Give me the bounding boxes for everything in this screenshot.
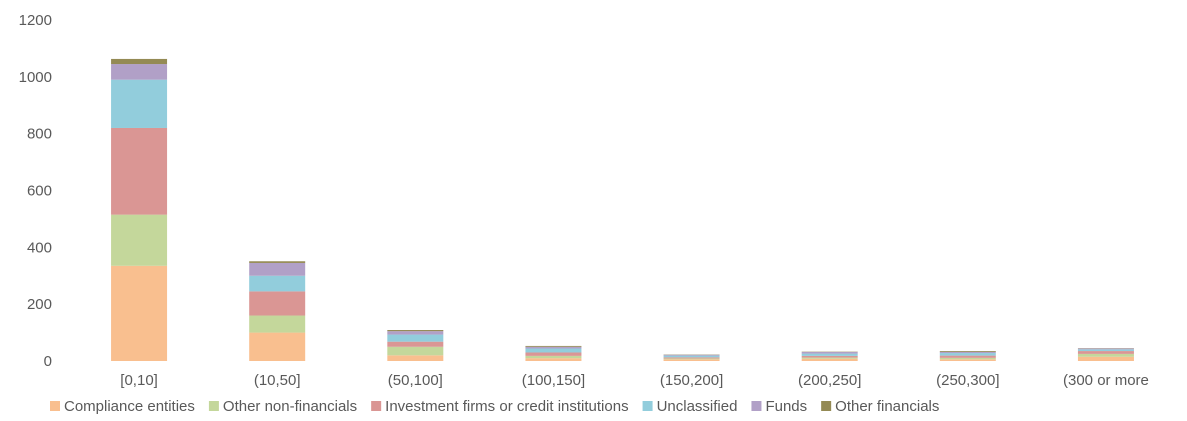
x-category-label: (300 or more — [1063, 372, 1149, 389]
legend-swatch — [751, 401, 762, 411]
bar-segment — [939, 355, 996, 358]
legend-item: Other financials — [821, 398, 939, 415]
bar-segment — [249, 261, 306, 263]
bar-segment — [387, 341, 444, 347]
bar-segment — [1077, 348, 1134, 350]
x-category-label: (50,100] — [388, 372, 443, 389]
bar-segment — [249, 332, 306, 361]
y-axis: 0 200 400 600 800 1000 1200 — [19, 12, 52, 370]
legend-swatch — [642, 401, 653, 411]
bar-segment — [525, 345, 582, 347]
x-category-label: (250,300] — [936, 372, 999, 389]
y-tick-label: 1000 — [19, 69, 52, 86]
bar-segment — [801, 357, 858, 359]
y-tick-label: 1200 — [19, 12, 52, 29]
bar-segment — [387, 346, 444, 356]
bar-segment — [1077, 351, 1134, 354]
bar-segment — [663, 355, 720, 358]
legend: Compliance entities Other non-financials I… — [50, 398, 939, 415]
bar-segment — [663, 359, 720, 361]
legend-label: Other non-financials — [223, 398, 357, 415]
legend-label: Other financials — [835, 398, 939, 415]
bar-stack — [387, 330, 444, 361]
bar-segment — [801, 355, 858, 358]
legend-swatch — [371, 401, 382, 411]
bar-stack — [111, 58, 168, 361]
bar-segment — [249, 262, 306, 276]
legend-item: Funds — [751, 398, 807, 415]
bar-stack — [525, 345, 582, 361]
bar-stack — [939, 351, 996, 361]
legend-item: Unclassified — [642, 398, 738, 415]
bar-segment — [939, 351, 996, 352]
bar-stack — [801, 351, 858, 361]
bar-segment — [387, 334, 444, 342]
bar-stack — [1077, 348, 1134, 361]
x-category-label: (150,200] — [660, 372, 723, 389]
bar-segment — [111, 58, 168, 65]
bar-segment — [111, 79, 168, 128]
legend-label: Investment firms or credit institutions — [385, 398, 628, 415]
bar-segment — [663, 354, 720, 356]
legend-swatch — [208, 401, 219, 411]
bar-segment — [1077, 353, 1134, 357]
bars — [111, 58, 1134, 361]
legend-label: Unclassified — [657, 398, 738, 415]
bar-segment — [939, 351, 996, 354]
y-tick-label: 800 — [27, 126, 52, 143]
legend-label: Funds — [765, 398, 807, 415]
bar-segment — [525, 352, 582, 356]
legend-item: Compliance entities — [50, 398, 195, 415]
legend-label: Compliance entities — [64, 398, 195, 415]
x-category-label: (100,150] — [522, 372, 585, 389]
bar-segment — [249, 291, 306, 316]
bar-segment — [111, 265, 168, 361]
y-tick-label: 400 — [27, 239, 52, 256]
bar-segment — [525, 358, 582, 361]
y-tick-label: 600 — [27, 183, 52, 200]
bar-segment — [801, 353, 858, 356]
bar-segment — [801, 358, 858, 361]
legend-swatch — [821, 401, 832, 411]
bar-stack — [663, 354, 720, 361]
x-category-label: (200,250] — [798, 372, 861, 389]
bar-segment — [249, 275, 306, 292]
bar-segment — [525, 348, 582, 353]
bar-segment — [801, 351, 858, 354]
legend-item: Investment firms or credit institutions — [371, 398, 629, 415]
y-tick-label: 0 — [44, 353, 52, 370]
bar-segment — [663, 357, 720, 359]
bar-segment — [525, 355, 582, 359]
bar-segment — [111, 64, 168, 80]
bar-segment — [663, 358, 720, 360]
bar-segment — [249, 315, 306, 333]
bar-segment — [939, 353, 996, 356]
bar-segment — [525, 346, 582, 349]
x-category-label: [0,10] — [120, 372, 158, 389]
bar-segment — [1077, 356, 1134, 361]
legend-swatch — [50, 401, 60, 411]
bar-segment — [939, 359, 996, 361]
bar-segment — [387, 355, 444, 361]
bar-segment — [1077, 349, 1134, 352]
y-tick-label: 200 — [27, 296, 52, 313]
bar-segment — [111, 214, 168, 266]
bar-stack — [249, 261, 306, 361]
bar-segment — [939, 357, 996, 360]
bar-segment — [387, 331, 444, 335]
legend-item: Other non-financials — [208, 398, 357, 415]
x-axis: [0,10] (10,50] (50,100] (100,150] (150,200] (… — [120, 372, 1149, 389]
bar-segment — [387, 330, 444, 332]
bar-segment — [111, 127, 168, 215]
x-category-label: (10,50] — [254, 372, 301, 389]
